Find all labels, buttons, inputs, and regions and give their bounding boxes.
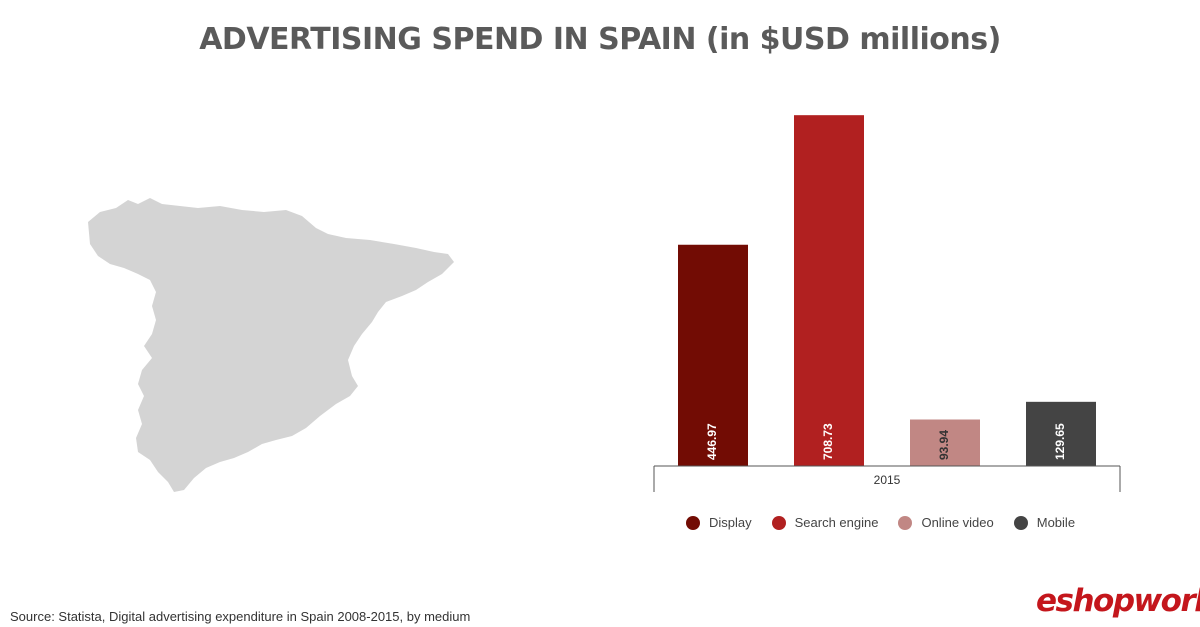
- bar-value-label-online-video: 93.94: [937, 430, 951, 460]
- legend-marker-search-engine: [771, 515, 786, 530]
- legend-item-search-engine: Search engine: [771, 515, 879, 530]
- logo-wordmark: shopworld: [1055, 583, 1200, 619]
- legend-label-search-engine: Search engine: [794, 515, 879, 530]
- bar-mobile: [1026, 401, 1096, 466]
- legend-label-mobile: Mobile: [1036, 515, 1076, 530]
- bar-display: [678, 244, 748, 466]
- legend-item-mobile: Mobile: [1013, 515, 1076, 530]
- bar-online-video: [910, 419, 980, 466]
- bar-search-engine: [794, 115, 864, 466]
- bar-value-label-display: 446.97: [705, 423, 719, 460]
- bar-value-label-search-engine: 708.73: [821, 423, 835, 460]
- legend-marker-display: [686, 515, 700, 530]
- source-note: Source: Statista, Digital advertising ex…: [10, 609, 471, 624]
- legend-marker-online-video: [898, 515, 913, 530]
- spain-map-icon: [88, 198, 454, 492]
- chart-title: ADVERTISING SPEND IN SPAIN (in $USD mill…: [199, 22, 1001, 57]
- chart-legend: Display Search engine Online video Mobil…: [686, 515, 1095, 530]
- logo-prefix: e: [1036, 583, 1057, 619]
- legend-item-display: Display: [686, 515, 752, 530]
- legend-marker-mobile: [1013, 515, 1028, 530]
- eshopworld-logo: eshopworld: [1036, 583, 1200, 619]
- legend-label-display: Display: [709, 515, 752, 530]
- legend-item-online-video: Online video: [898, 515, 994, 530]
- bar-value-label-mobile: 129.65: [1053, 423, 1067, 460]
- x-tick-label: 2015: [874, 473, 901, 487]
- legend-label-online-video: Online video: [921, 515, 994, 530]
